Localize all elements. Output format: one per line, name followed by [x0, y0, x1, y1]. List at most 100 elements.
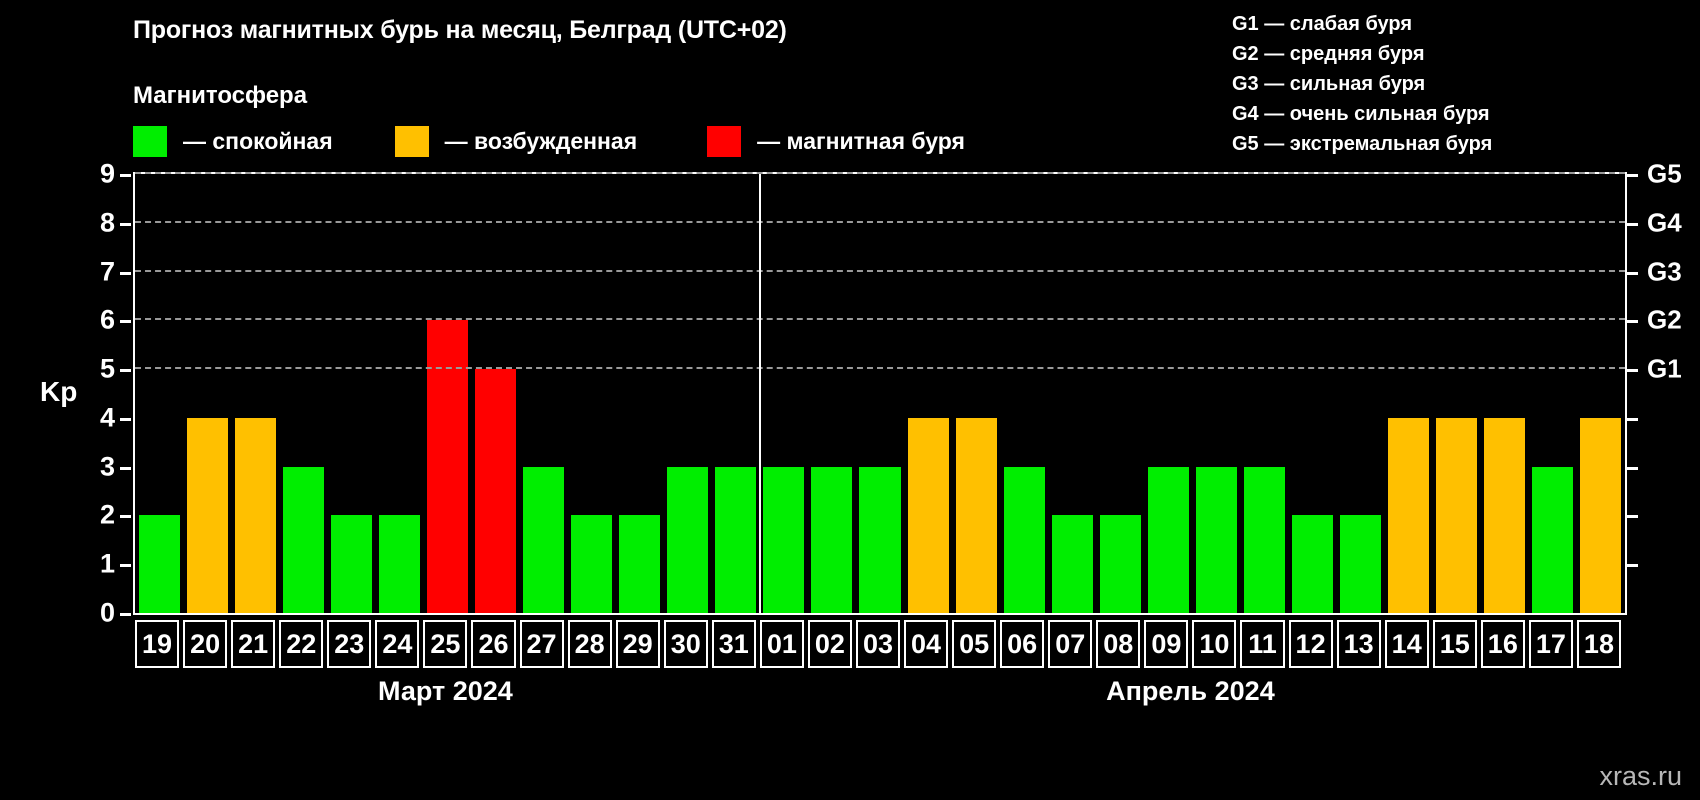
day-label-31[interactable]: 31 [711, 620, 756, 668]
y-axis-title: Kp [40, 376, 78, 407]
day-label-25[interactable]: 25 [423, 620, 468, 668]
bar-24[interactable] [378, 515, 420, 613]
day-label-12[interactable]: 12 [1288, 620, 1333, 668]
gridline-kp-5 [135, 367, 1625, 370]
day-label-11[interactable]: 11 [1240, 620, 1285, 668]
y-tick-label-2: 2 [99, 499, 115, 530]
g-tick-label-G1: G1 [1647, 353, 1682, 384]
day-label-05[interactable]: 05 [952, 620, 997, 668]
bar-28[interactable] [571, 515, 613, 613]
gridline-kp-9 [135, 172, 1625, 174]
month-separator [758, 174, 761, 613]
bar-29[interactable] [619, 515, 661, 613]
day-label-18[interactable]: 18 [1576, 620, 1621, 668]
day-label-07[interactable]: 07 [1048, 620, 1093, 668]
day-label-20[interactable]: 20 [183, 620, 228, 668]
y-tick-9 [120, 174, 131, 177]
day-label-01[interactable]: 01 [759, 620, 804, 668]
legend-swatch-storm [707, 126, 742, 157]
bar-03[interactable] [859, 466, 901, 613]
bar-01[interactable] [763, 466, 805, 613]
bar-06[interactable] [1003, 466, 1045, 613]
magnetosphere-label: Магнитосфера [133, 82, 308, 109]
bar-26[interactable] [474, 369, 516, 613]
g-scale-line-g5: G5 — экстремальная буря [1232, 133, 1493, 155]
day-label-29[interactable]: 29 [615, 620, 660, 668]
day-label-14[interactable]: 14 [1384, 620, 1429, 668]
g-minor-tick-kp-1 [1627, 564, 1638, 568]
gridline-kp-7 [135, 269, 1625, 272]
bar-21[interactable] [234, 417, 276, 613]
g-scale-legend: G1 — слабая буря G2 — средняя буря G3 — … [1232, 10, 1492, 160]
legend-label-storm: — магнитная буря [757, 128, 965, 154]
bar-15[interactable] [1436, 417, 1478, 613]
bar-09[interactable] [1147, 466, 1189, 613]
day-label-23[interactable]: 23 [327, 620, 372, 668]
bar-30[interactable] [667, 466, 709, 613]
bar-11[interactable] [1243, 466, 1286, 613]
day-label-16[interactable]: 16 [1480, 620, 1525, 668]
day-label-17[interactable]: 17 [1528, 620, 1573, 668]
y-tick-8 [120, 222, 131, 226]
y-tick-4 [120, 417, 131, 421]
day-label-22[interactable]: 22 [279, 620, 324, 668]
bar-16[interactable] [1484, 417, 1526, 613]
g-tick-G2 [1627, 320, 1638, 324]
bar-04[interactable] [907, 417, 949, 613]
bar-07[interactable] [1051, 515, 1093, 613]
day-label-09[interactable]: 09 [1144, 620, 1189, 668]
legend-swatch-quiet [133, 126, 167, 157]
y-tick-label-9: 9 [99, 158, 115, 189]
legend-item-storm: — магнитная буря [707, 126, 965, 157]
bar-22[interactable] [282, 466, 324, 613]
g-scale-line-g1: G1 — слабая буря [1232, 13, 1413, 35]
gridline-kp-8 [135, 220, 1625, 223]
y-tick-6 [120, 320, 131, 324]
gridline-kp-6 [135, 318, 1625, 321]
y-tick-5 [120, 369, 131, 373]
day-label-26[interactable]: 26 [471, 620, 516, 668]
legend: — спокойная — возбужденная — магнитная б… [133, 126, 965, 157]
g-scale-line-g2: G2 — средняя буря [1232, 43, 1425, 65]
y-tick-label-3: 3 [99, 451, 115, 482]
bar-23[interactable] [330, 515, 372, 613]
g-tick-G5 [1627, 174, 1638, 177]
day-label-24[interactable]: 24 [375, 620, 420, 668]
day-label-06[interactable]: 06 [1000, 620, 1045, 668]
plot-area [133, 172, 1627, 615]
page-title: Прогноз магнитных бурь на месяц, Белград… [133, 16, 787, 44]
bar-12[interactable] [1292, 515, 1334, 613]
day-label-08[interactable]: 08 [1096, 620, 1141, 668]
bar-19[interactable] [138, 515, 180, 613]
day-label-28[interactable]: 28 [567, 620, 612, 668]
day-label-13[interactable]: 13 [1336, 620, 1381, 668]
legend-label-quiet: — спокойная [183, 128, 333, 154]
g-tick-label-G5: G5 [1647, 158, 1682, 189]
bar-20[interactable] [186, 417, 228, 613]
day-label-27[interactable]: 27 [519, 620, 564, 668]
y-tick-label-4: 4 [99, 402, 115, 433]
g-tick-label-G2: G2 [1647, 304, 1682, 335]
bar-08[interactable] [1099, 515, 1141, 613]
bar-31[interactable] [715, 466, 757, 613]
bar-10[interactable] [1195, 466, 1237, 613]
day-label-15[interactable]: 15 [1432, 620, 1477, 668]
bar-25[interactable] [426, 320, 468, 613]
bar-13[interactable] [1340, 515, 1382, 613]
day-label-03[interactable]: 03 [855, 620, 901, 668]
legend-swatch-unsettled [394, 126, 429, 157]
bar-18[interactable] [1580, 417, 1622, 613]
bar-14[interactable] [1388, 417, 1430, 613]
day-label-30[interactable]: 30 [663, 620, 708, 668]
bar-05[interactable] [955, 417, 997, 613]
bar-02[interactable] [811, 466, 853, 613]
day-label-02[interactable]: 02 [807, 620, 852, 668]
day-label-strip: 19 20 21 22 23 24 25 26 27 28 29 30 31 01 02 03 04 05 06 07… [133, 620, 1627, 668]
day-label-19[interactable]: 19 [135, 620, 180, 668]
day-label-04[interactable]: 04 [904, 620, 949, 668]
day-label-10[interactable]: 10 [1192, 620, 1237, 668]
bar-17[interactable] [1532, 466, 1574, 613]
bar-27[interactable] [523, 466, 565, 613]
day-label-21[interactable]: 21 [231, 620, 276, 668]
